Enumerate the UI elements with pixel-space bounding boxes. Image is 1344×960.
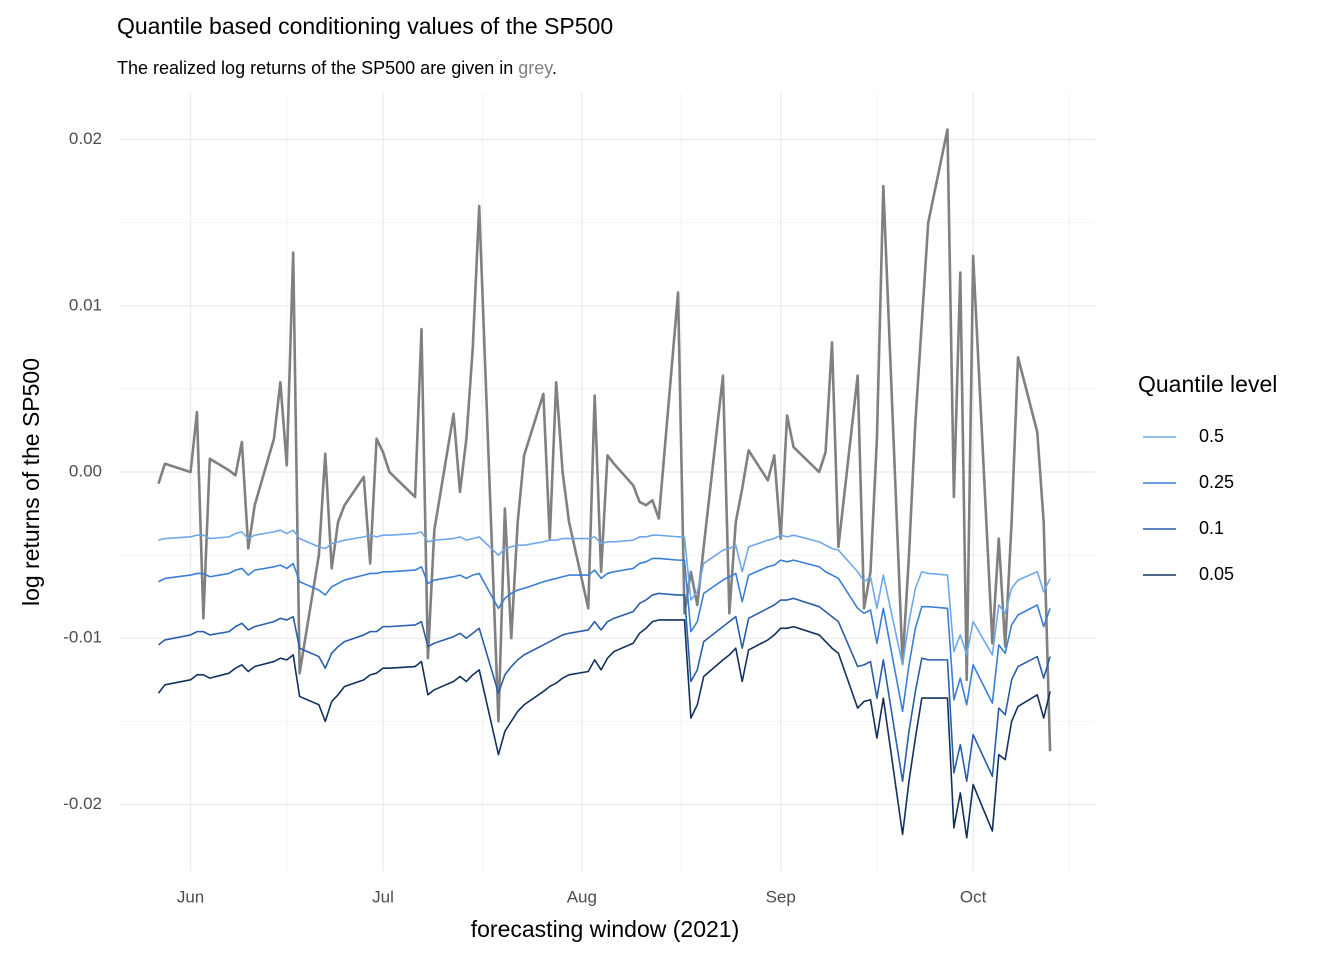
y-tick-label: -0.02 [63, 794, 102, 813]
legend-label: 0.5 [1199, 426, 1224, 446]
legend-label: 0.25 [1199, 472, 1234, 492]
quantile-line [157, 619, 1051, 839]
legend-label: 0.05 [1199, 564, 1234, 584]
chart-subtitle: The realized log returns of the SP500 ar… [117, 58, 557, 78]
subtitle-end: . [552, 58, 557, 78]
quantile-line [158, 557, 1051, 713]
x-axis-title: forecasting window (2021) [471, 916, 739, 942]
y-axis-title: log returns of the SP500 [18, 358, 44, 606]
legend: Quantile level 0.5 0.25 0.1 0.05 [1138, 371, 1277, 584]
plot-lines [157, 128, 1052, 839]
quantile-line [158, 529, 1051, 666]
x-tick-label: Sep [766, 887, 796, 906]
x-tick-label: Oct [960, 887, 987, 906]
x-tick-label: Jun [177, 887, 204, 906]
chart-title: Quantile based conditioning values of th… [117, 13, 613, 39]
quantile-line [157, 592, 1051, 783]
subtitle-highlight: grey [518, 58, 553, 78]
realized-line [157, 128, 1052, 752]
x-tick-label: Jul [372, 887, 394, 906]
subtitle-text: The realized log returns of the SP500 ar… [117, 58, 513, 78]
grid [120, 93, 1095, 871]
legend-label: 0.1 [1199, 518, 1224, 538]
x-tick-label: Aug [567, 887, 597, 906]
y-tick-label: 0.01 [69, 295, 102, 314]
y-tick-label: -0.01 [63, 628, 102, 647]
y-tick-label: 0.00 [69, 462, 102, 481]
legend-title: Quantile level [1138, 371, 1277, 397]
y-tick-label: 0.02 [69, 129, 102, 148]
